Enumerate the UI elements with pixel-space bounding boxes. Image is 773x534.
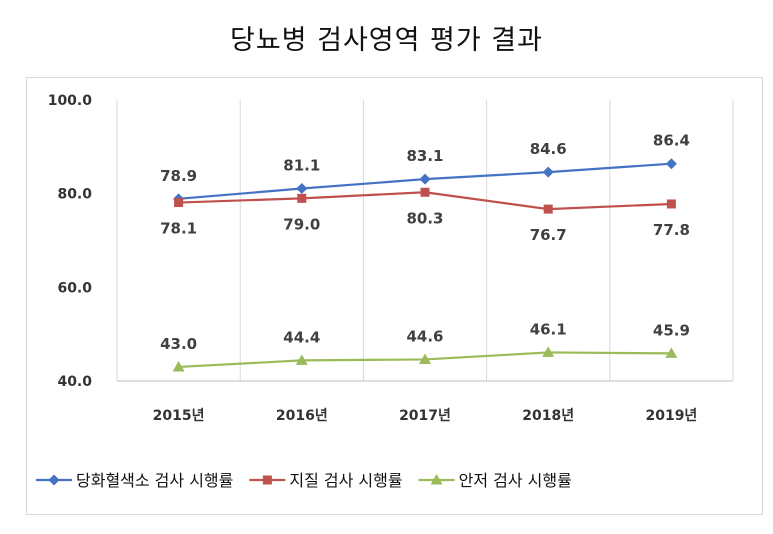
data-label: 78.9 xyxy=(160,167,197,185)
data-label: 80.3 xyxy=(406,209,443,227)
chart-title: 당뇨병 검사영역 평가 결과 xyxy=(230,25,543,56)
data-label: 44.4 xyxy=(283,328,320,346)
data-label: 78.1 xyxy=(160,220,197,238)
series-3-point xyxy=(172,360,185,372)
series-3-point xyxy=(542,346,555,357)
legend-marker-1 xyxy=(48,474,60,486)
legend-label-1: 당화혈색소 검사 시행률 xyxy=(76,471,233,490)
x-tick-label: 2015년 xyxy=(153,408,205,424)
data-label: 77.8 xyxy=(653,221,690,239)
legend-marker-2 xyxy=(262,475,272,485)
series-3-point xyxy=(419,353,431,364)
data-label: 76.7 xyxy=(530,226,567,244)
x-tick-label: 2017년 xyxy=(399,408,451,424)
data-label: 79.0 xyxy=(283,215,320,233)
legend-label-3: 안저 검사 시행률 xyxy=(459,471,572,490)
x-tick-label: 2019년 xyxy=(645,408,697,424)
series-1-point xyxy=(419,173,431,185)
data-label: 81.1 xyxy=(283,157,320,175)
series-2-point xyxy=(297,193,307,203)
series-3-point xyxy=(295,354,308,365)
series-2-point xyxy=(174,198,184,208)
data-label: 43.0 xyxy=(160,335,197,353)
y-tick-label: 40.0 xyxy=(57,374,92,390)
data-label: 45.9 xyxy=(653,321,690,339)
x-tick-label: 2018년 xyxy=(522,408,574,424)
series-2-point xyxy=(543,204,553,214)
legend-marker-3 xyxy=(430,474,443,485)
series-1-point xyxy=(296,183,308,195)
series-group xyxy=(172,158,678,372)
data-labels: 78.9 81.1 83.1 84.6 86.4 78.1 79.0 80.3 76.7 77.8… xyxy=(160,132,690,353)
series-2-point xyxy=(666,199,676,209)
data-label: 84.6 xyxy=(530,140,567,158)
series-3-point xyxy=(665,347,678,358)
series-1-point xyxy=(542,166,554,178)
series-1-point xyxy=(665,158,677,170)
data-label: 83.1 xyxy=(406,147,443,165)
y-tick-label: 100.0 xyxy=(48,93,93,109)
data-label: 46.1 xyxy=(530,320,567,338)
legend: 당화혈색소 검사 시행률 지질 검사 시행률 안저 검사 시행률 xyxy=(36,471,572,490)
data-label: 44.6 xyxy=(406,327,443,345)
y-tick-label: 60.0 xyxy=(57,280,92,296)
x-tick-label: 2016년 xyxy=(276,408,328,424)
y-axis: 40.0 60.0 80.0 100.0 xyxy=(48,93,93,390)
y-tick-label: 80.0 xyxy=(57,187,92,203)
chart-frame xyxy=(26,77,763,515)
data-label: 86.4 xyxy=(653,132,690,150)
series-2-point xyxy=(420,187,430,197)
gridlines xyxy=(116,100,734,382)
x-axis: 2015년 2016년 2017년 2018년 2019년 xyxy=(153,408,698,424)
legend-label-2: 지질 검사 시행률 xyxy=(289,471,402,490)
